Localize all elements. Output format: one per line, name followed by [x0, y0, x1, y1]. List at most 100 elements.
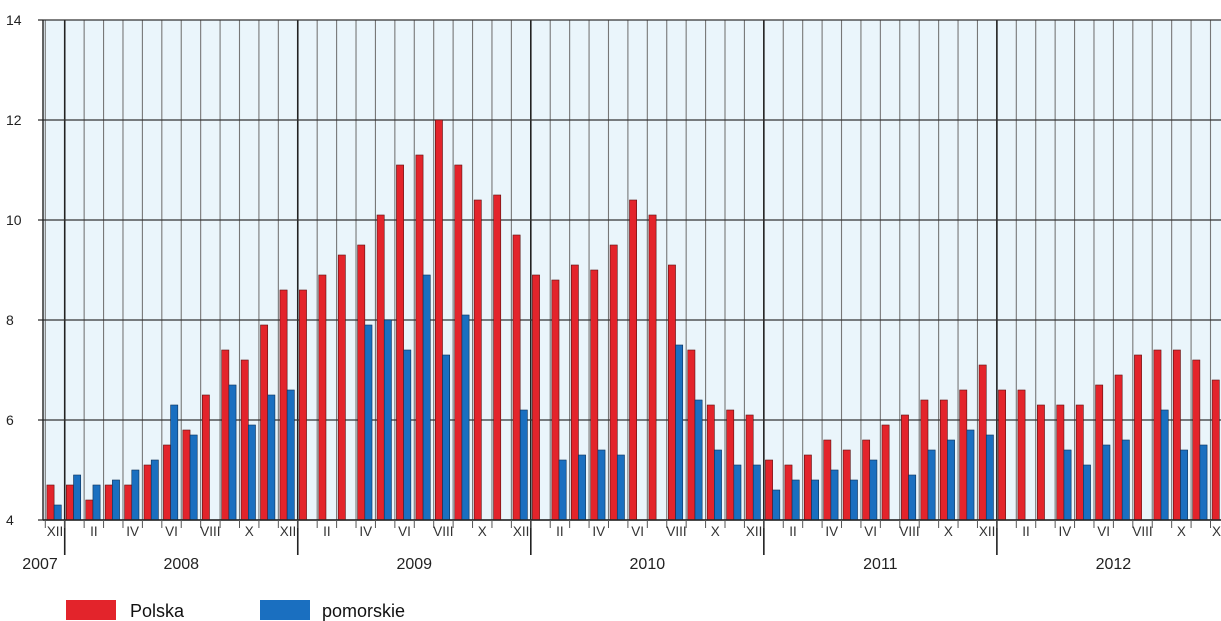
- bar-polska: [279, 289, 288, 521]
- series-polska: [46, 119, 1220, 521]
- bar-pomorskie: [558, 459, 567, 521]
- bar-pomorskie: [1121, 439, 1130, 521]
- bar-polska: [1192, 359, 1201, 521]
- bar-pomorskie: [383, 319, 392, 521]
- y-tick-label: 4: [6, 512, 14, 528]
- year-label: 2009: [396, 556, 432, 573]
- bar-pomorskie: [1102, 444, 1111, 521]
- bar-pomorskie: [830, 469, 839, 521]
- bar-polska: [473, 199, 482, 521]
- month-tick-label: VI: [398, 524, 411, 539]
- bar-polska: [629, 199, 637, 521]
- bar-polska: [1095, 384, 1104, 521]
- y-tick-label: 10: [6, 212, 22, 228]
- bar-polska: [901, 414, 909, 521]
- month-tick-label: XII: [513, 524, 530, 539]
- month-tick-label: XII: [979, 524, 996, 539]
- month-tick-label: X: [944, 524, 953, 539]
- bar-pomorskie: [403, 349, 412, 521]
- bar-polska: [124, 484, 133, 521]
- month-tick-label: II: [1022, 524, 1030, 539]
- bar-polska: [66, 484, 74, 521]
- bar-polska: [1153, 349, 1162, 521]
- month-tick-label: IV: [359, 524, 372, 539]
- bar-pomorskie: [112, 479, 120, 521]
- bar-polska: [570, 264, 579, 521]
- month-tick-label: IV: [1058, 524, 1071, 539]
- bar-pomorskie: [519, 409, 528, 521]
- bar-pomorskie: [927, 449, 936, 521]
- bar-pomorskie: [675, 344, 684, 521]
- grid: [43, 19, 1221, 555]
- bar-polska: [765, 459, 773, 521]
- month-tick-label: II: [90, 524, 98, 539]
- bar-polska: [221, 349, 230, 521]
- bar-polska: [978, 364, 987, 521]
- year-label: 2010: [630, 556, 666, 573]
- month-tick-label: XII: [746, 524, 763, 539]
- bar-pomorskie: [1199, 444, 1208, 521]
- bar-pomorskie: [73, 474, 82, 521]
- bar-polska: [376, 214, 385, 521]
- month-tick-label: II: [789, 524, 797, 539]
- bar-polska: [454, 164, 463, 521]
- month-tick-label: IV: [592, 524, 605, 539]
- bar-pomorskie: [869, 459, 878, 521]
- month-tick-label: XII: [47, 524, 64, 539]
- bar-polska: [998, 389, 1006, 521]
- month-tick-label: VIII: [666, 524, 686, 539]
- bar-pomorskie: [694, 399, 703, 521]
- month-tick-label: VI: [864, 524, 877, 539]
- legend-label-pomorskie: pomorskie: [322, 601, 405, 621]
- bar-polska: [163, 444, 171, 521]
- year-label: 2007: [22, 556, 58, 573]
- bar-pomorskie: [189, 434, 198, 521]
- year-label: 2008: [163, 556, 199, 573]
- y-axis: 4 6 8 10 12 14: [6, 12, 44, 528]
- bar-polska: [1037, 404, 1045, 521]
- year-label: 2012: [1096, 556, 1132, 573]
- bar-polska: [46, 484, 55, 521]
- bar-polska: [415, 154, 424, 521]
- bar-polska: [1017, 389, 1026, 521]
- bar-polska: [609, 244, 618, 521]
- bar-pomorskie: [985, 434, 994, 521]
- month-tick-label: X: [1177, 524, 1186, 539]
- bar-pomorskie: [248, 424, 256, 521]
- bar-polska: [648, 214, 657, 521]
- bar-polska: [881, 424, 890, 521]
- month-tick-label: XII: [280, 524, 297, 539]
- bar-pomorskie: [53, 504, 62, 521]
- bar-pomorskie: [947, 439, 955, 521]
- legend-label-polska: Polska: [130, 601, 185, 621]
- bar-pomorskie: [1160, 409, 1169, 521]
- x-axis: XII II IV VI VIII X XII II IV VI VIII X XII II IV VI VII…: [22, 519, 1221, 573]
- bar-pomorskie: [150, 459, 159, 521]
- bar-polska: [803, 454, 812, 521]
- bar-pomorskie: [442, 354, 450, 521]
- bar-polska: [532, 274, 540, 521]
- bar-polska: [1114, 374, 1123, 521]
- y-tick-label: 8: [6, 312, 14, 328]
- bar-polska: [687, 349, 696, 521]
- bar-polska: [201, 394, 210, 521]
- year-label: 2011: [863, 556, 898, 573]
- month-tick-label: VIII: [1132, 524, 1152, 539]
- bar-pomorskie: [597, 449, 606, 521]
- month-tick-label: VIII: [200, 524, 220, 539]
- y-tick-label: 14: [6, 12, 22, 28]
- bar-pomorskie: [1083, 464, 1091, 521]
- bar-polska: [1075, 404, 1084, 521]
- bar-polska: [512, 234, 521, 521]
- bar-polska: [745, 414, 754, 521]
- bar-polska: [590, 269, 599, 521]
- month-tick-label: VI: [1097, 524, 1110, 539]
- bar-polska: [939, 399, 948, 521]
- bar-polska: [337, 254, 346, 521]
- bar-polska: [726, 409, 735, 521]
- month-tick-label: XII: [1212, 524, 1221, 539]
- bar-polska: [1056, 404, 1065, 521]
- month-tick-label: X: [478, 524, 487, 539]
- bar-polska: [85, 499, 94, 521]
- bar-polska: [842, 449, 851, 521]
